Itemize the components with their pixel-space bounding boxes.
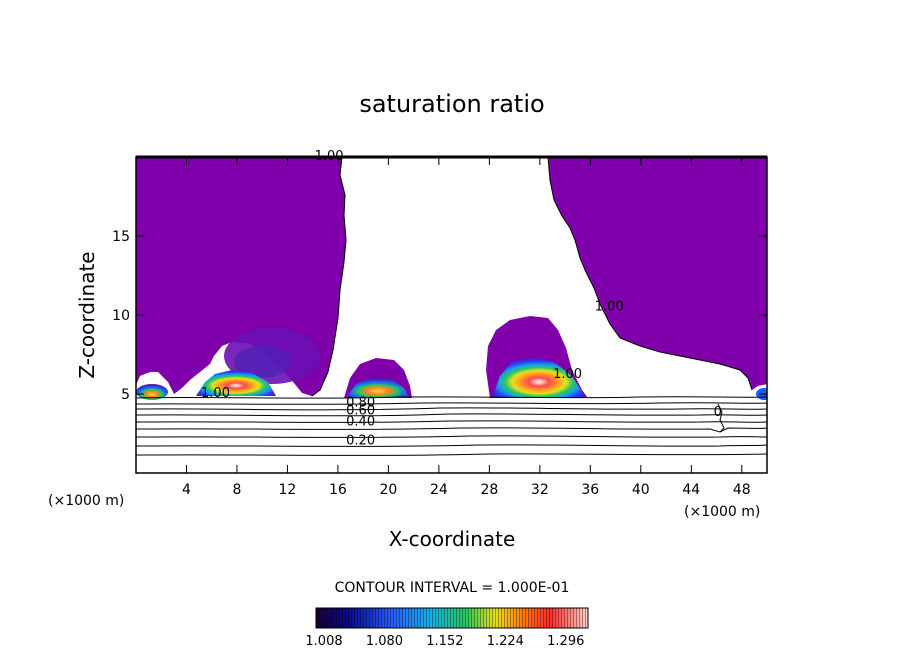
contour-labels: 1.00 1.00 1.00 1.00 0.800.600.40 0.20 0 <box>201 149 722 449</box>
y-tick-label: 10 <box>112 308 130 324</box>
contour-lines <box>136 157 767 456</box>
x-unit-right: (×1000 m) <box>684 504 760 520</box>
y-axis: 5 10 15 <box>112 229 767 403</box>
x-tick-label: 20 <box>379 482 397 498</box>
x-tick-label: 32 <box>531 482 549 498</box>
colorbar-tick-label: 1.224 <box>487 634 524 649</box>
contour-label: 0.40 <box>346 415 375 430</box>
colorbar: 1.008 1.080 1.152 1.224 1.296 <box>305 607 589 649</box>
x-tick-label: 12 <box>279 482 297 498</box>
x-tick-label: 24 <box>430 482 448 498</box>
colorbar-tick-label: 1.296 <box>547 634 584 649</box>
x-tick-label: 16 <box>329 482 347 498</box>
contour-label: 0.80 <box>346 396 375 411</box>
contour-label: 0.20 <box>346 434 375 449</box>
colorbar-labels: 1.008 1.080 1.152 1.224 1.296 <box>305 634 584 649</box>
y-axis-title: Z-coordinate <box>75 251 99 378</box>
x-axis: 4 8 12 16 20 24 28 32 36 40 44 48 <box>182 157 751 498</box>
colorbar-tick-label: 1.080 <box>366 634 403 649</box>
chart-title: saturation ratio <box>359 90 544 118</box>
y-tick-label: 15 <box>112 229 130 245</box>
contour-label: 1.00 <box>553 367 582 382</box>
contour-label: 0 <box>714 405 722 420</box>
x-tick-label: 48 <box>733 482 751 498</box>
x-tick-label: 36 <box>581 482 599 498</box>
x-axis-title: X-coordinate <box>389 527 516 551</box>
contour-label: 0.60 <box>346 404 375 419</box>
x-tick-label: 8 <box>232 482 241 498</box>
contour-label: 1.00 <box>315 149 344 164</box>
x-tick-label: 4 <box>182 482 191 498</box>
x-tick-label: 44 <box>682 482 700 498</box>
y-tick-label: 5 <box>121 387 130 403</box>
contour-label: 1.00 <box>595 299 624 314</box>
saturated-region-right <box>548 157 767 390</box>
x-tick-label: 28 <box>480 482 498 498</box>
x-unit-left: (×1000 m) <box>48 493 124 509</box>
colorbar-tick-label: 1.152 <box>426 634 463 649</box>
x-tick-label: 40 <box>632 482 650 498</box>
contour-interval: CONTOUR INTERVAL = 1.000E-01 <box>335 580 570 596</box>
contour-label: 1.00 <box>201 386 230 401</box>
colorbar-tick-label: 1.008 <box>305 634 342 649</box>
contour-field <box>136 157 767 456</box>
